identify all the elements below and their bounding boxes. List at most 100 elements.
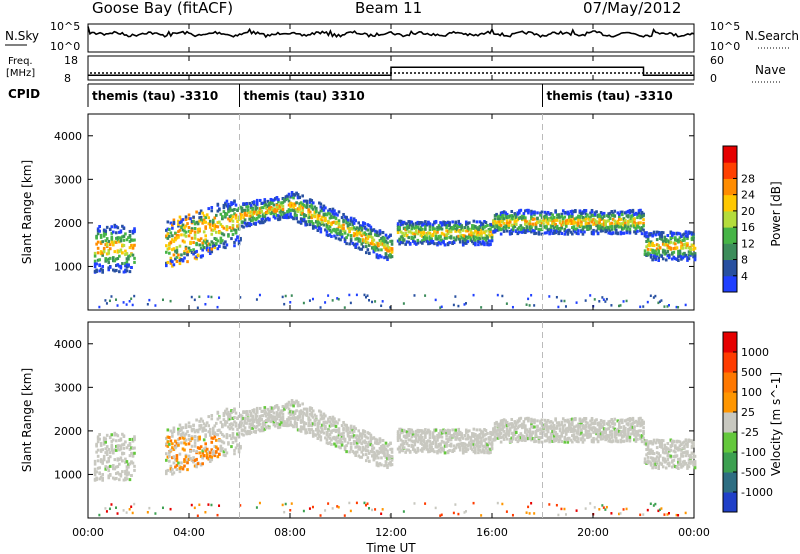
velocity-cell bbox=[390, 455, 394, 459]
power-cell bbox=[116, 236, 120, 240]
velocity-cell bbox=[355, 450, 359, 454]
velocity-cell bbox=[172, 426, 176, 430]
velocity-cell bbox=[561, 417, 565, 421]
power-cell bbox=[566, 210, 570, 214]
power-cell bbox=[516, 218, 520, 222]
power-cell bbox=[586, 213, 589, 217]
power-cell bbox=[339, 229, 342, 233]
power-cell bbox=[316, 223, 320, 227]
velocity-cell bbox=[330, 417, 333, 421]
power-cell bbox=[578, 217, 582, 221]
velocity-cell bbox=[349, 509, 352, 513]
velocity-cell bbox=[501, 421, 504, 425]
velocity-cell bbox=[204, 446, 208, 450]
velocity-cell bbox=[495, 429, 498, 433]
velocity-cell bbox=[437, 435, 441, 439]
power-cell bbox=[554, 231, 557, 235]
velocity-cell bbox=[452, 511, 455, 515]
power-cell bbox=[252, 216, 256, 220]
velocity-cell bbox=[118, 448, 121, 452]
power-cell bbox=[633, 230, 636, 234]
velocity-cell bbox=[387, 456, 391, 460]
velocity-cell bbox=[219, 444, 223, 448]
power-cell bbox=[443, 234, 447, 238]
power-cell bbox=[215, 224, 218, 228]
power-cell bbox=[299, 211, 303, 215]
power-cell bbox=[205, 213, 209, 217]
velocity-cell bbox=[115, 506, 118, 509]
velocity-cell bbox=[554, 439, 557, 443]
power-cell bbox=[371, 300, 374, 304]
power-cell bbox=[646, 234, 650, 238]
velocity-cell bbox=[563, 419, 567, 423]
power-cell bbox=[260, 219, 264, 223]
power-cell bbox=[640, 212, 644, 216]
power-cell bbox=[593, 218, 597, 222]
power-cell bbox=[311, 201, 315, 205]
power-cell bbox=[172, 253, 176, 257]
power-cell bbox=[346, 224, 350, 228]
power-cell bbox=[165, 264, 168, 268]
power-cell bbox=[421, 227, 424, 231]
velocity-cell bbox=[571, 429, 574, 433]
power-cell bbox=[275, 213, 279, 217]
velocity-cell bbox=[533, 512, 536, 515]
velocity-cell bbox=[371, 444, 374, 448]
power-cell bbox=[104, 299, 107, 302]
velocity-cell bbox=[96, 448, 100, 452]
power-cell bbox=[190, 236, 194, 240]
velocity-cell bbox=[302, 422, 306, 426]
power-cell bbox=[289, 208, 292, 212]
power-cell bbox=[305, 200, 309, 204]
velocity-cell bbox=[274, 418, 277, 422]
velocity-cell bbox=[371, 447, 374, 451]
power-cell bbox=[251, 207, 254, 211]
power-cell bbox=[672, 231, 676, 235]
power-cell bbox=[613, 227, 617, 231]
velocity-cell bbox=[208, 433, 212, 437]
power-cell bbox=[569, 222, 573, 226]
velocity-cell bbox=[390, 457, 394, 461]
velocity-cell bbox=[222, 450, 226, 454]
power-cell bbox=[475, 226, 479, 230]
power-cell bbox=[216, 209, 220, 213]
velocity-cell bbox=[383, 454, 386, 458]
power-cell bbox=[380, 242, 383, 246]
power-cell bbox=[246, 221, 250, 225]
velocity-cell bbox=[319, 514, 322, 517]
power-cell bbox=[384, 239, 388, 243]
power-cell bbox=[205, 246, 209, 250]
power-cell bbox=[555, 226, 559, 230]
power-cell bbox=[493, 217, 497, 221]
power-cell bbox=[343, 229, 347, 233]
power-cell bbox=[572, 210, 576, 214]
power-cell bbox=[551, 224, 554, 228]
velocity-cell bbox=[474, 437, 477, 441]
power-cell bbox=[445, 233, 448, 237]
power-cell bbox=[116, 263, 120, 267]
velocity-cell bbox=[422, 446, 426, 450]
power-cell bbox=[413, 226, 417, 230]
velocity-cell bbox=[239, 425, 242, 429]
power-cell bbox=[351, 241, 354, 245]
velocity-cell bbox=[466, 444, 470, 448]
velocity-cell bbox=[102, 456, 106, 460]
velocity-cell bbox=[428, 443, 432, 447]
velocity-cell bbox=[471, 441, 474, 445]
velocity-cell bbox=[290, 416, 294, 420]
power-cell bbox=[399, 235, 403, 239]
power-cell bbox=[208, 246, 212, 250]
velocity-cell bbox=[519, 416, 523, 420]
velocity-cell bbox=[480, 442, 483, 446]
velocity-cell bbox=[130, 460, 133, 464]
velocity-cell bbox=[216, 455, 220, 459]
velocity-cell bbox=[239, 446, 242, 450]
power-cell bbox=[236, 236, 239, 240]
power-cell bbox=[414, 225, 418, 229]
power-cell bbox=[257, 215, 261, 219]
power-cell bbox=[222, 233, 226, 237]
velocity-cell bbox=[208, 460, 212, 464]
power-cell bbox=[677, 238, 680, 242]
velocity-cell bbox=[208, 431, 212, 435]
power-cell bbox=[166, 236, 170, 240]
